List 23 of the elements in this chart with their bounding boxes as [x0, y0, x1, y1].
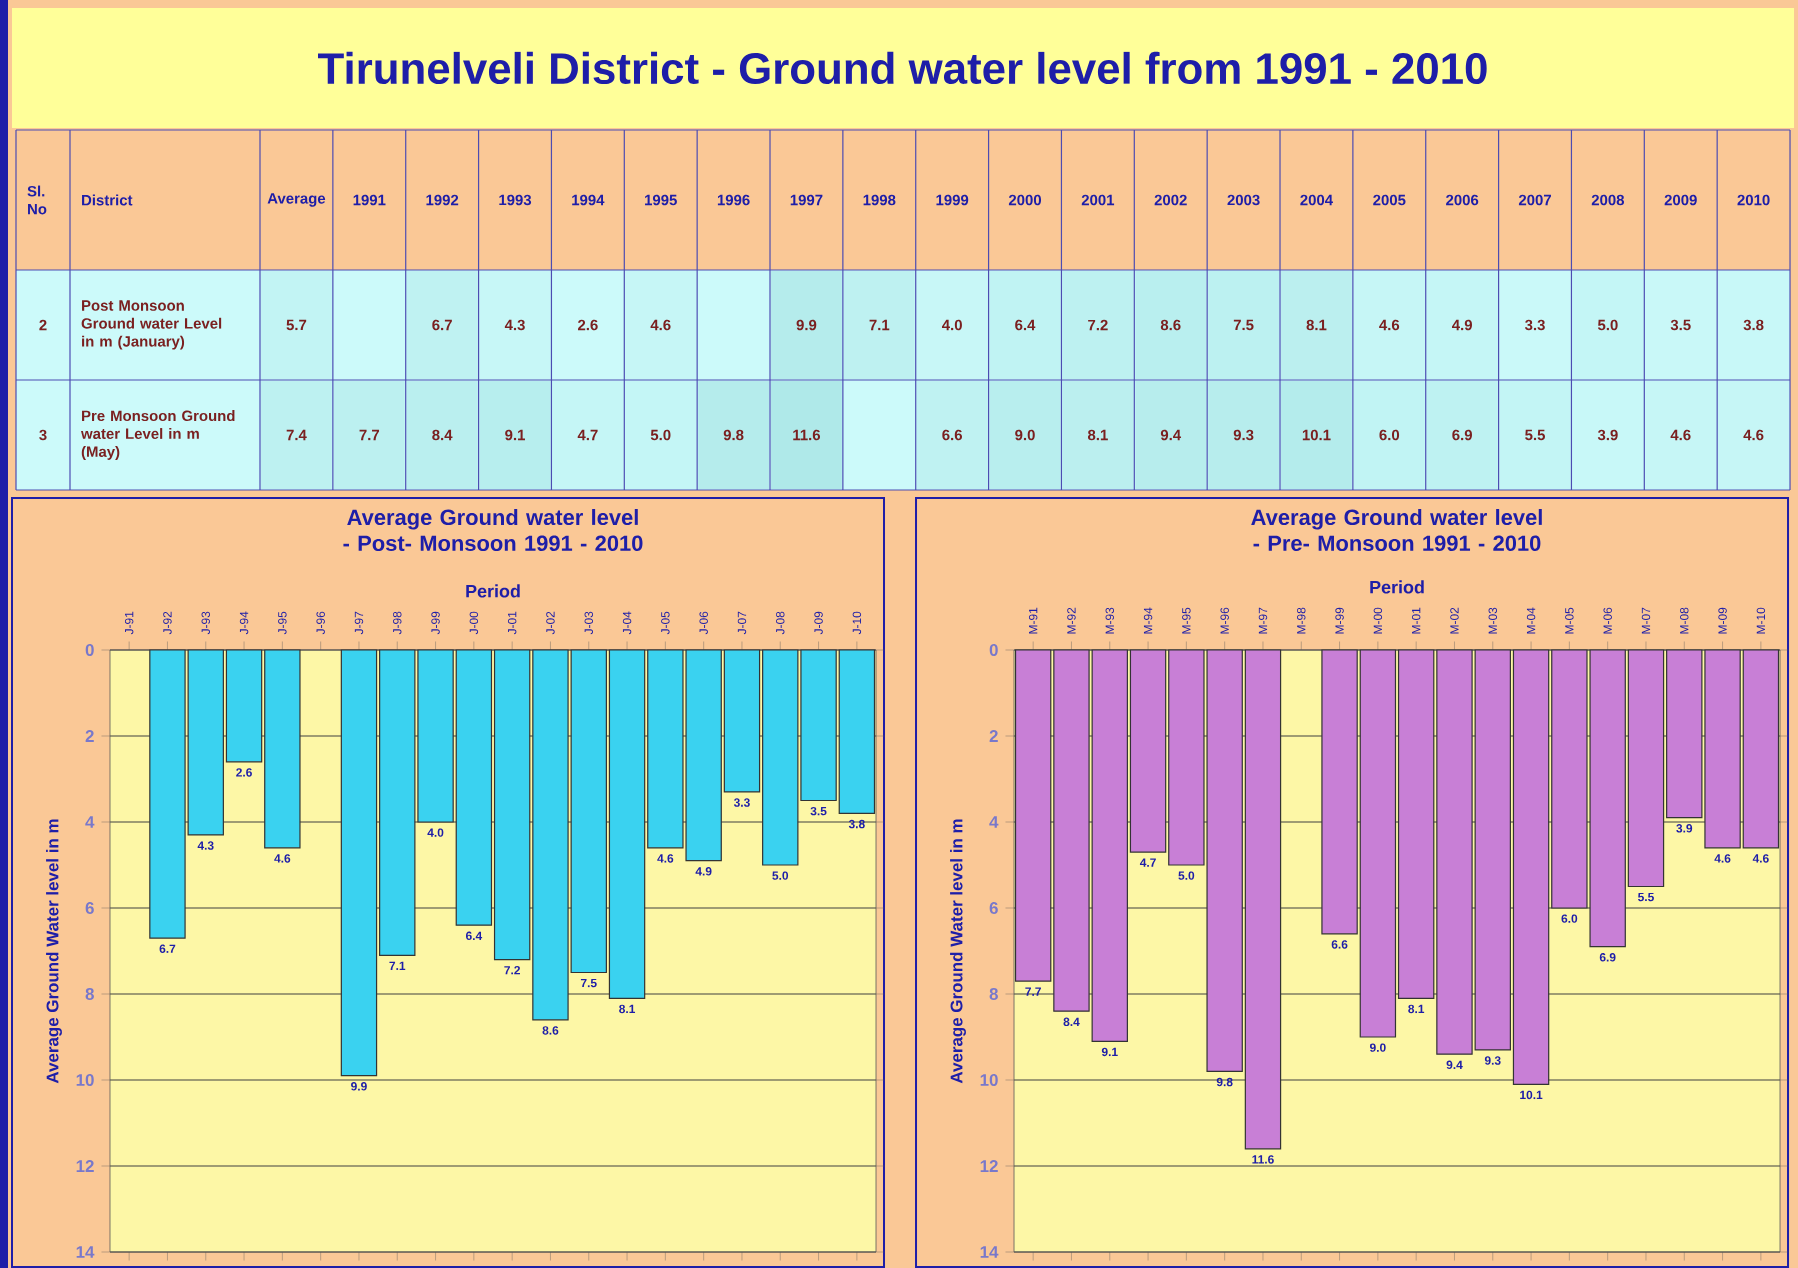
y-tick-label: 6: [989, 902, 998, 914]
y-tick-label: 12: [980, 1160, 998, 1172]
chart-title: Average Ground water level - Post- Monsoon 1991 - 2010: [343, 509, 643, 552]
y-tick-label: 0: [989, 644, 998, 656]
y-tick-label: 4: [989, 816, 999, 828]
y-tick-label: 14: [76, 1246, 95, 1258]
y-tick-label: 10: [980, 1074, 998, 1086]
y-tick-label: 6: [85, 902, 94, 914]
y-tick-label: 4: [85, 816, 95, 828]
x-axis-title: Period: [1370, 580, 1424, 594]
y-tick-label: 8: [85, 988, 94, 1000]
y-tick-label: 8: [989, 988, 998, 1000]
y-tick-label: 2: [989, 730, 998, 742]
y-tick-label: 14: [980, 1246, 999, 1258]
chart-title: Average Ground water level - Pre- Monsoon 1991 - 2010: [1251, 509, 1542, 552]
y-axis-title: Average Ground Water level in m: [46, 819, 62, 1084]
x-axis-title: Period: [466, 584, 520, 598]
y-tick-label: 10: [76, 1074, 94, 1086]
y-tick-label: 12: [76, 1160, 94, 1172]
y-tick-label: 2: [85, 730, 94, 742]
y-tick-label: 0: [85, 644, 94, 656]
y-axis-title: Average Ground Water level in m: [950, 819, 966, 1084]
chart-title: Tirunelveli District - Ground water level from 1991 - 2010: [318, 51, 1487, 85]
